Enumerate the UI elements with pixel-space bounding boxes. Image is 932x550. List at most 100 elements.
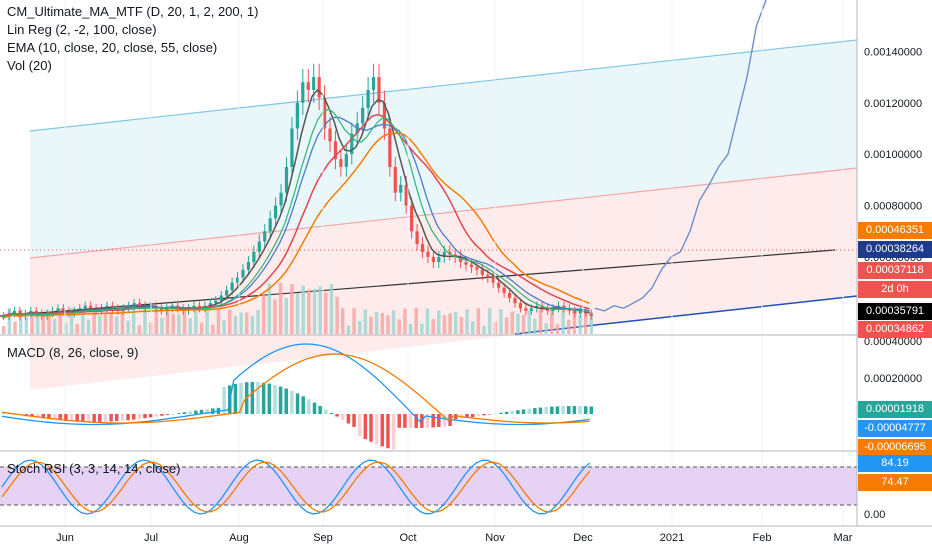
candle-body: [12, 310, 17, 314]
price-tag: 0.00038264: [858, 241, 932, 258]
ma-green-line: [1, 108, 590, 318]
candle-body: [165, 308, 169, 311]
volume-bar: [261, 295, 266, 334]
volume-bar: [420, 323, 424, 334]
candle-body: [225, 290, 229, 296]
macd-histogram-bar: [414, 414, 418, 428]
legend-vol: Vol (20): [7, 58, 52, 73]
macd-histogram-bar: [544, 407, 548, 414]
macd-histogram-bar: [143, 414, 147, 419]
volume-bar: [465, 309, 469, 334]
volume-bar: [499, 309, 503, 334]
volume-bar: [24, 317, 29, 334]
macd-histogram-bar: [476, 414, 481, 417]
macd-histogram-bar: [391, 414, 396, 450]
volume-bar: [222, 320, 226, 334]
candle-body: [295, 102, 299, 129]
price-tag: 0.00037118: [858, 262, 932, 279]
volume-bar: [137, 325, 142, 334]
volume-bar: [69, 308, 74, 334]
candle-body: [388, 128, 392, 167]
volume-bar: [459, 316, 464, 334]
volume-bar: [160, 317, 164, 334]
candle-body: [241, 269, 245, 278]
volume-bar: [98, 315, 102, 334]
volume-bar: [414, 308, 418, 334]
macd-histogram-bar: [239, 382, 243, 414]
volume-bar: [397, 319, 401, 334]
macd-histogram-bar: [550, 406, 554, 414]
macd-legend: MACD (8, 26, close, 9): [7, 344, 139, 362]
time-axis-label: Sep: [313, 532, 333, 544]
macd-histogram-bar: [527, 408, 531, 414]
candle-body: [518, 303, 523, 309]
volume-bar: [165, 311, 170, 334]
macd-histogram-bar: [578, 406, 582, 414]
legend-ema: EMA (10, close, 20, close, 55, close): [7, 40, 218, 55]
macd-histogram-bar: [103, 414, 108, 422]
macd-histogram-bar: [109, 414, 113, 422]
macd-histogram-bar: [295, 393, 300, 414]
candle-body: [475, 267, 479, 270]
macd-histogram-bar: [98, 414, 102, 422]
candle-body: [404, 184, 408, 206]
volume-bar: [482, 325, 486, 334]
candle-body: [214, 300, 218, 304]
candle-body: [312, 77, 316, 90]
candle-body: [399, 184, 403, 193]
macd-signal-line: [1, 353, 590, 424]
candle-body: [573, 310, 577, 314]
macd-axis-label: 0.00040000: [864, 336, 922, 348]
macd-histogram-bar: [431, 414, 435, 428]
volume-bar: [171, 313, 175, 334]
price-tag: 0.00034862: [858, 321, 932, 338]
volume-bar: [273, 299, 277, 334]
macd-histogram-bar: [346, 414, 351, 424]
candle-body: [34, 310, 38, 314]
macd-histogram-bar: [420, 414, 424, 428]
macd-histogram-bar: [465, 414, 469, 418]
volume-bar: [290, 283, 294, 334]
macd-histogram-bar: [470, 414, 475, 418]
volume-bar: [2, 326, 6, 334]
candle-body: [502, 287, 506, 293]
macd-histogram-bar: [2, 412, 6, 414]
candle-body: [486, 274, 490, 278]
volume-bar: [18, 309, 23, 334]
macd-histogram-bar: [148, 414, 153, 418]
candle-body: [393, 167, 397, 193]
macd-histogram-bar: [131, 414, 136, 420]
candle-body: [578, 310, 582, 314]
time-axis-label: Aug: [229, 532, 249, 544]
price-axis-label: 0.00140000: [864, 46, 922, 58]
volume-bar: [589, 312, 594, 334]
macd-tag: -0.00004777: [858, 420, 932, 437]
macd-tag: 0.00001918: [858, 401, 932, 418]
candle-body: [235, 277, 240, 283]
candle-body: [529, 308, 533, 311]
macd-histogram-bar: [86, 414, 91, 422]
macd-histogram-bar: [521, 409, 526, 414]
macd-histogram-bar: [261, 382, 266, 414]
volume-bar: [504, 317, 509, 334]
ema-20-line: [1, 116, 590, 317]
price-axis-label: 0.00080000: [864, 201, 922, 213]
time-axis-label: 2021: [660, 532, 684, 544]
volume-bar: [544, 323, 548, 334]
candle-body: [284, 167, 289, 193]
macd-histogram-bar: [397, 414, 401, 428]
macd-histogram-bar: [380, 414, 385, 447]
volume-bar: [329, 284, 334, 334]
macd-histogram-bar: [126, 414, 130, 421]
macd-histogram-bar: [256, 382, 260, 414]
volume-bar: [109, 312, 113, 334]
macd-histogram-bar: [454, 414, 458, 420]
candle-body: [301, 82, 305, 103]
volume-bar: [250, 315, 255, 334]
macd-tag: -0.00006695: [858, 439, 932, 456]
candle-body: [268, 218, 272, 232]
macd-histogram-bar: [516, 410, 520, 414]
volume-bar: [47, 310, 51, 334]
